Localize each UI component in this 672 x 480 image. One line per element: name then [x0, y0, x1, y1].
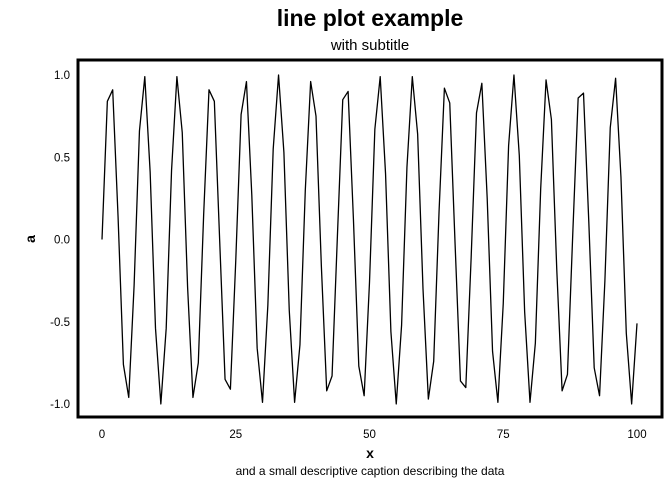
y-tick-label: 0.0	[54, 235, 70, 247]
x-axis-label: x	[366, 445, 374, 461]
series-layer	[101, 74, 638, 405]
x-tick-label: 25	[229, 429, 242, 441]
y-tick-label: 1.0	[54, 70, 70, 82]
y-axis-label: a	[22, 235, 38, 243]
x-tick-label: 50	[363, 429, 376, 441]
y-tick-label: -0.5	[50, 317, 70, 329]
chart-subtitle: with subtitle	[330, 37, 409, 54]
x-tick-label: 0	[99, 429, 105, 441]
chart-caption: and a small descriptive caption describi…	[236, 464, 505, 478]
y-axis: -1.0 -0.5 0.0 0.5 1.0	[50, 70, 70, 411]
series-line-0	[101, 74, 638, 405]
x-axis: 0 25 50 75 100	[99, 429, 647, 441]
x-tick-label: 100	[627, 429, 646, 441]
x-tick-label: 75	[497, 429, 510, 441]
y-tick-label: 0.5	[54, 152, 70, 164]
plot-frame	[76, 58, 664, 419]
y-tick-label: -1.0	[50, 399, 70, 411]
chart-title: line plot example	[277, 5, 464, 31]
